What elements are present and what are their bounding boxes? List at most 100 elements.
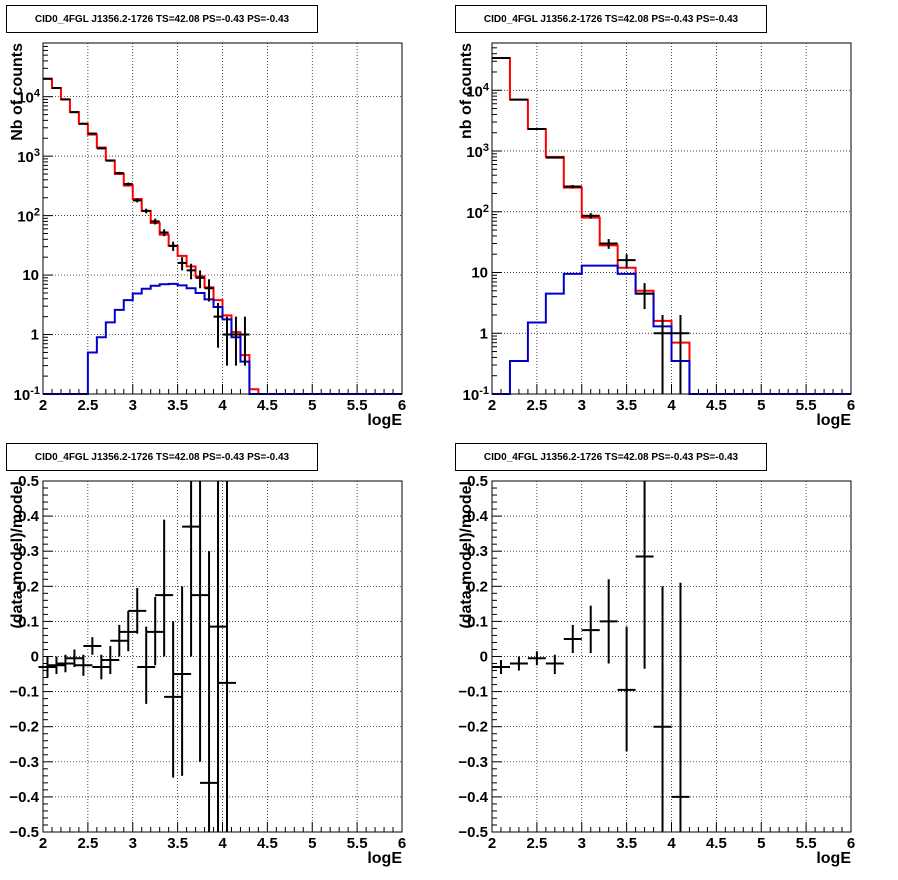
x-tick-label: 2 [488,397,496,414]
x-tick-label: 4.5 [257,397,278,414]
y-tick-label: 0 [480,649,488,666]
x-tick-label: 3.5 [616,397,637,414]
y-tick-label: −0.2 [458,719,488,736]
y-tick-label: 10-1 [14,385,40,404]
x-tick-label: 3 [578,397,586,414]
x-axis-label: logE [816,850,851,867]
chart-plot-area: 2 2.5 3 3.5 4 4.5 5 5.5 6 10-1 1 10 102 103 104 logE nb … [458,42,855,429]
x-tick-label: 3 [578,835,586,852]
grid [492,481,851,832]
y-tick-label: −0.3 [9,754,39,771]
x-tick-label: 4.5 [257,835,278,852]
x-tick-label: 4 [218,397,227,414]
x-tick-label: 5.5 [347,835,368,852]
y-axis-label: (data-model)/model [458,481,475,629]
y-tick-label: 103 [466,142,489,161]
y-tick-label: 0.1 [467,613,488,630]
x-axis-label: logE [367,412,402,429]
x-tick-label: 6 [847,397,855,414]
x-tick-label: 3 [129,835,137,852]
y-tick-label: −0.1 [9,684,39,701]
y-tick-label: −0.4 [9,789,39,806]
chart-title: CID0_4FGL J1356.2-1726 TS=42.08 PS=-0.43… [6,443,318,471]
x-tick-label: 3.5 [167,835,188,852]
y-tick-label: 0.4 [18,508,40,525]
chart-panel-counts-fine: CID0_4FGL J1356.2-1726 TS=42.08 PS=-0.43… [0,0,449,437]
y-axis-label: nb of counts [458,43,475,139]
plot-frame [491,480,852,833]
x-tick-label: 6 [398,835,406,852]
x-tick-label: 5.5 [796,397,817,414]
x-tick-label: 5.5 [347,397,368,414]
y-tick-label: 10-1 [463,385,489,404]
x-tick-label: 2 [39,835,47,852]
chart-title: CID0_4FGL J1356.2-1726 TS=42.08 PS=-0.43… [455,443,767,471]
y-tick-label: 0.1 [18,613,39,630]
y-tick-label: 103 [17,147,40,166]
x-tick-label: 2 [488,835,496,852]
x-tick-label: 5 [308,397,316,414]
chart-panel-counts-coarse: CID0_4FGL J1356.2-1726 TS=42.08 PS=-0.43… [449,0,898,437]
x-tick-label: 2.5 [526,397,547,414]
plot-frame [42,42,403,395]
x-tick-label: 5 [308,835,316,852]
y-tick-label: −0.5 [458,824,488,841]
y-tick-label: 0.2 [467,578,488,595]
y-tick-label: −0.3 [458,754,488,771]
chart-plot-area: 2 2.5 3 3.5 4 4.5 5 5.5 6 −0.5 −0.4 −0.3 −0.2 −0.1 0 0.… [9,473,406,867]
x-tick-label: 5.5 [796,835,817,852]
y-tick-label: −0.2 [9,719,39,736]
grid [43,481,402,832]
x-tick-label: 2.5 [526,835,547,852]
plot-frame [42,480,403,833]
y-tick-label: 1 [31,327,39,344]
data-points [38,481,236,832]
y-tick-label: −0.5 [9,824,39,841]
x-tick-label: 3.5 [167,397,188,414]
x-tick-label: 4 [667,835,676,852]
x-tick-label: 2 [39,397,47,414]
x-tick-label: 2.5 [77,835,98,852]
x-tick-label: 4.5 [706,397,727,414]
axis-ticks [491,480,852,833]
chart-panel-residuals-coarse: CID0_4FGL J1356.2-1726 TS=42.08 PS=-0.43… [449,438,898,875]
x-tick-label: 2.5 [77,397,98,414]
y-tick-label: −0.4 [458,789,488,806]
data-points [491,481,690,832]
y-tick-label: 104 [17,88,41,107]
axis-ticks [42,480,403,833]
y-tick-label: 102 [466,203,489,222]
y-tick-label: 104 [466,81,490,100]
chart-title: CID0_4FGL J1356.2-1726 TS=42.08 PS=-0.43… [455,5,767,33]
y-tick-label: 0.3 [467,543,488,560]
x-axis-label: logE [367,850,402,867]
chart-plot-area: 2 2.5 3 3.5 4 4.5 5 5.5 6 10-1 1 10 102 103 104 logE Nb … [9,42,406,429]
y-tick-label: −0.1 [458,684,488,701]
y-tick-label: 0.2 [18,578,39,595]
y-tick-label: 1 [480,325,488,342]
x-tick-label: 4 [667,397,676,414]
data-points [492,56,690,394]
data-points [43,77,250,366]
y-axis-label: Nb of counts [9,43,26,141]
y-tick-label: 0 [31,649,39,666]
y-tick-label: 10 [471,265,488,282]
y-tick-label: 0.5 [467,473,488,490]
y-tick-label: 10 [22,267,39,284]
x-tick-label: 5 [757,397,765,414]
x-tick-label: 4.5 [706,835,727,852]
y-tick-label: 0.4 [467,508,489,525]
x-tick-label: 3.5 [616,835,637,852]
y-tick-label: 0.3 [18,543,39,560]
y-tick-label: 102 [17,207,40,226]
chart-plot-area: 2 2.5 3 3.5 4 4.5 5 5.5 6 −0.5 −0.4 −0.3 −0.2 −0.1 0 0.… [458,473,855,867]
chart-title: CID0_4FGL J1356.2-1726 TS=42.08 PS=-0.43… [6,5,318,33]
y-tick-label: 0.5 [18,473,39,490]
x-axis-label: logE [816,412,851,429]
x-tick-label: 5 [757,835,765,852]
x-tick-label: 6 [847,835,855,852]
x-tick-label: 4 [218,835,227,852]
x-tick-label: 3 [129,397,137,414]
histogram-source [492,264,851,395]
plot-frame [491,42,852,395]
